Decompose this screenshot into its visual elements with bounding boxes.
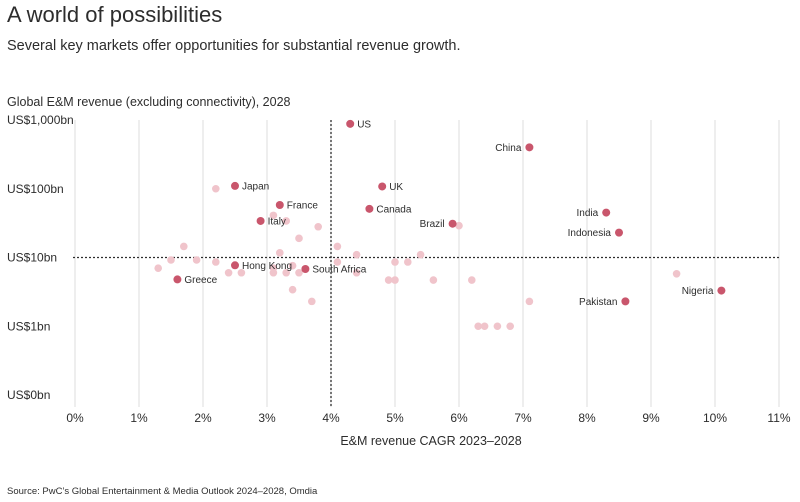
market-label: Pakistan (579, 297, 617, 308)
other-market-point (468, 276, 476, 284)
other-market-point (295, 268, 303, 277)
x-tick-label: 7% (514, 411, 532, 425)
other-market-point (333, 242, 342, 251)
y-tick-label: US$0bn (7, 388, 50, 402)
other-markets (154, 184, 681, 331)
page-subtitle: Several key markets offer opportunities … (7, 38, 461, 54)
highlighted-markets: US China UK Japan France Canada India Italy Braz… (173, 119, 726, 308)
x-tick-label: 4% (322, 411, 340, 425)
other-market-point (288, 261, 297, 270)
other-market-point (391, 258, 399, 266)
market-label: France (287, 201, 319, 212)
market-label: Nigeria (682, 286, 714, 297)
other-market-point (474, 322, 483, 331)
other-market-point (525, 297, 534, 306)
x-tick-label: 9% (642, 411, 660, 425)
x-tick-label: 3% (258, 411, 276, 425)
market-label: China (495, 143, 522, 154)
other-market-point (180, 242, 188, 251)
x-tick-label: 0% (66, 411, 84, 425)
grid-lines (74, 120, 780, 407)
other-market-point (269, 211, 278, 220)
market-point-uk (378, 182, 387, 191)
other-market-point (308, 297, 316, 306)
other-market-point (212, 184, 220, 193)
market-label: Indonesia (568, 228, 612, 239)
y-axis-ticks: US$1,000bn US$100bn US$10bn US$1bn US$0bn (7, 113, 74, 402)
other-market-point (269, 268, 278, 277)
x-tick-label: 1% (130, 411, 148, 425)
other-market-point (352, 250, 361, 259)
market-point-greece (173, 275, 182, 284)
market-label: Brazil (420, 219, 445, 230)
other-market-point (295, 234, 303, 243)
page-title: A world of possibilities (7, 2, 223, 27)
other-market-point (391, 276, 399, 284)
other-market-point (282, 217, 291, 225)
other-market-point (404, 258, 412, 266)
market-point-japan (231, 181, 239, 190)
other-market-point (429, 276, 438, 284)
chart-title: Global E&M revenue (excluding connectivi… (7, 95, 291, 109)
other-market-point (276, 249, 284, 257)
other-market-point (506, 322, 514, 331)
market-point-india (602, 208, 611, 217)
other-market-point (314, 222, 323, 231)
market-point-canada (365, 204, 374, 213)
market-label: Italy (268, 216, 286, 227)
other-market-point (288, 285, 297, 294)
other-market-point (672, 269, 681, 278)
market-point-china (525, 143, 534, 152)
other-market-point (493, 322, 502, 331)
market-label: South Africa (312, 265, 366, 276)
y-tick-label: US$1,000bn (7, 113, 74, 127)
other-market-point (154, 264, 162, 272)
other-market-point (384, 276, 393, 284)
market-point-italy (256, 216, 265, 225)
market-point-us (346, 119, 355, 128)
y-tick-label: US$1bn (7, 319, 50, 333)
market-point-brazil (448, 219, 457, 228)
source-note: Source: PwC’s Global Entertainment & Med… (7, 486, 318, 497)
other-market-point (212, 258, 220, 266)
market-point-south-africa (301, 265, 310, 274)
market-label: Japan (242, 181, 269, 192)
market-point-pakistan (621, 297, 630, 306)
market-point-indonesia (615, 228, 623, 237)
scatter-chart: US$1,000bn US$100bn US$10bn US$1bn US$0bn 0%… (7, 113, 791, 448)
market-label: Canada (376, 204, 411, 215)
x-tick-label: 2% (194, 411, 212, 425)
other-market-point (352, 268, 361, 277)
x-tick-label: 11% (767, 411, 790, 425)
other-market-point (416, 250, 425, 259)
market-label: India (577, 208, 599, 219)
x-axis-title: E&M revenue CAGR 2023–2028 (340, 434, 521, 448)
market-point-france (275, 201, 284, 210)
market-point-hong-kong (231, 261, 239, 270)
market-label: Greece (184, 275, 217, 286)
market-label: US (357, 119, 371, 130)
other-market-point (192, 256, 201, 264)
other-market-point (455, 221, 463, 230)
other-market-point (237, 268, 246, 277)
x-tick-label: 10% (703, 411, 727, 425)
other-market-point (480, 322, 489, 331)
x-tick-label: 5% (386, 411, 404, 425)
x-tick-label: 8% (578, 411, 596, 425)
market-label: Hong Kong (242, 261, 292, 272)
x-axis-ticks: 0% 1% 2% 3% 4% 5% 6% 7% 8% 9% 10% 11% (66, 411, 791, 425)
y-tick-label: US$10bn (7, 251, 57, 265)
other-market-point (224, 268, 233, 277)
reference-lines (73, 120, 779, 407)
other-market-point (333, 258, 342, 266)
other-market-point (167, 256, 175, 264)
x-tick-label: 6% (450, 411, 468, 425)
other-market-point (282, 268, 291, 277)
y-tick-label: US$100bn (7, 182, 64, 196)
market-point-nigeria (717, 286, 726, 295)
market-label: UK (389, 182, 403, 193)
